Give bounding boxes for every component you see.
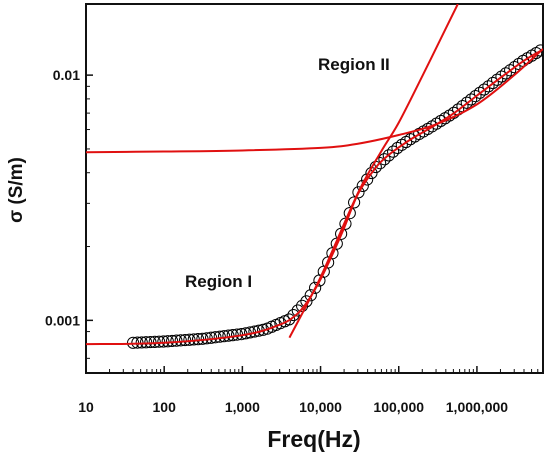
data-point — [139, 336, 153, 349]
x-tick-label: 1,000,000 — [446, 399, 508, 415]
x-tick-label: 1,000 — [225, 399, 260, 415]
data-point — [478, 83, 491, 96]
x-axis-title: Freq(Hz) — [267, 426, 360, 452]
data-point — [283, 313, 296, 326]
data-point — [508, 61, 521, 74]
data-point — [152, 335, 166, 348]
data-point — [382, 149, 395, 162]
data-point — [257, 323, 270, 336]
x-axis: 10 100 1,000 10,000 100,000 1,000,000 — [78, 366, 544, 415]
data-point — [144, 335, 157, 349]
data-point — [378, 153, 391, 166]
data-point — [473, 86, 486, 99]
data-point — [165, 334, 179, 348]
data-point — [296, 299, 309, 312]
data-point — [348, 196, 361, 209]
annotation-region-ii: Region II — [318, 55, 390, 74]
data-point — [135, 336, 148, 349]
data-point — [504, 64, 517, 77]
data-point — [309, 281, 322, 294]
data-point — [499, 67, 512, 80]
data-point — [352, 186, 365, 199]
annotation-region-i: Region I — [185, 272, 252, 291]
data-point — [170, 334, 183, 347]
data-point — [391, 141, 404, 155]
fit-line-3 — [288, 4, 459, 339]
data-point — [495, 70, 508, 83]
data-point — [304, 289, 317, 302]
data-point — [287, 308, 300, 322]
fit-curves — [86, 4, 543, 346]
data-point — [534, 44, 543, 57]
data-point — [469, 89, 482, 103]
plot-frame — [85, 3, 544, 374]
data-point — [486, 76, 499, 90]
y-tick-label: 0.001 — [45, 312, 80, 328]
data-point — [356, 179, 369, 193]
data-point — [447, 106, 460, 119]
data-point — [482, 80, 495, 93]
x-tick-label: 10 — [78, 399, 94, 415]
data-point — [512, 57, 525, 71]
y-axis: 0.001 0.01 — [45, 67, 93, 359]
data-point — [460, 96, 473, 109]
y-tick-label: 0.01 — [53, 67, 80, 83]
data-point — [339, 217, 352, 230]
data-point — [465, 93, 478, 106]
y-axis-title: σ (S/m) — [6, 157, 27, 223]
x-tick-label: 10,000 — [299, 399, 342, 415]
data-markers — [126, 44, 543, 349]
fit-line-1 — [86, 50, 541, 346]
data-point — [387, 145, 400, 158]
data-point — [148, 335, 161, 348]
x-tick-label: 100,000 — [373, 399, 424, 415]
x-tick-label: 100 — [153, 399, 177, 415]
data-point — [491, 73, 504, 86]
fit-line-2 — [86, 48, 543, 154]
data-point — [343, 207, 356, 220]
